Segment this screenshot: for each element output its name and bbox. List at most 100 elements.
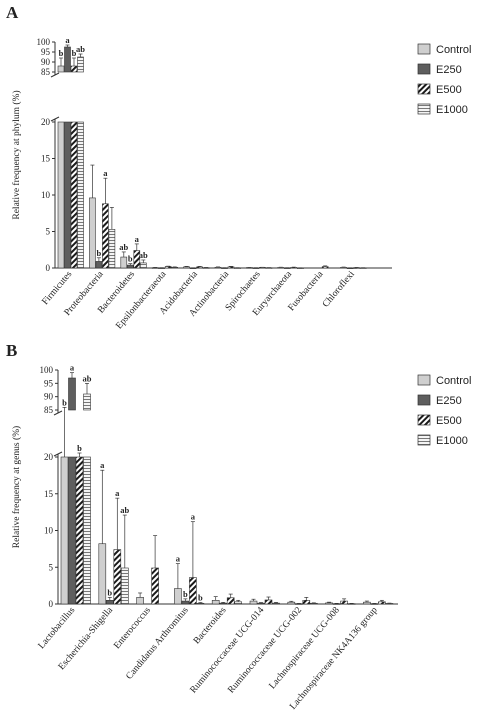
- category-label-enterococcus: Enterococcus: [112, 605, 153, 651]
- bar-e1000: [234, 601, 242, 605]
- significance-letter: a: [100, 460, 105, 470]
- legend-item-control: Control: [417, 43, 471, 56]
- bar-group-chloroflexi: [340, 266, 367, 269]
- bar-e250: [64, 46, 71, 73]
- y-tick-label: 85: [41, 67, 51, 77]
- bar-e1000: [272, 602, 280, 605]
- significance-letter: ab: [139, 250, 148, 260]
- y-tick-label: 10: [41, 190, 51, 200]
- bar-group-spirochaetes: [246, 266, 273, 269]
- y-tick-label: 100: [37, 37, 51, 47]
- significance-letter: a: [115, 488, 120, 498]
- legend-label: Control: [436, 44, 471, 56]
- y-tick-label: 90: [44, 392, 54, 402]
- category-label-chloroflexi: Chloroflexi: [320, 269, 357, 310]
- bar-control: [363, 601, 371, 605]
- bar-e1000-lower: [83, 456, 91, 605]
- bar-control: [57, 65, 65, 73]
- bar-e500: [227, 266, 235, 269]
- y-tick-label: 5: [46, 227, 51, 237]
- legend-label: E500: [436, 415, 462, 427]
- legend-item-e500: E500: [417, 414, 462, 427]
- y-tick-label: 5: [49, 562, 54, 572]
- bar-group-enterococcus: [136, 535, 159, 605]
- panel-b: B 0 5 10 15 20 85 90 95 100 Relative frequency at…: [6, 341, 471, 712]
- significance-letter: b: [77, 443, 82, 453]
- significance-letter: b: [183, 589, 188, 599]
- bar-group-ruminococcaceae-ucg-002: [287, 597, 318, 605]
- legend-item-e250: E250: [417, 63, 462, 76]
- genus-chart: 0 5 10 15 20 85 90 95 100 Relative frequency at g…: [11, 363, 398, 712]
- significance-letter: b: [107, 587, 112, 597]
- significance-letter: ab: [120, 505, 129, 515]
- bar-e250: [106, 600, 114, 605]
- bar-e250: [257, 602, 265, 605]
- bar-e500: [75, 456, 84, 605]
- legend-item-e500: E500: [417, 83, 462, 96]
- bar-e500: [70, 65, 78, 73]
- significance-letter: a: [135, 234, 140, 244]
- significance-letter: b: [62, 397, 67, 407]
- axis-break-mark: [53, 451, 63, 457]
- panel-letter-a: A: [6, 3, 19, 22]
- category-label-ruminococcaceae-ucg-014: Ruminococcaceae UCG-014: [189, 605, 267, 695]
- category-label-candidatus-arthromitus: Candidatus Arthromitus: [125, 605, 191, 681]
- category-label-firmicutes: Firmicutes: [41, 269, 75, 307]
- significance-letter: ab: [119, 242, 128, 252]
- bar-e500: [189, 577, 197, 605]
- legend-label: E1000: [436, 104, 468, 116]
- category-label-lactobacillus: Lactobacillus: [37, 605, 78, 651]
- bar-control: [287, 601, 296, 605]
- bar-e500: [113, 549, 122, 605]
- legend-swatch: [417, 434, 431, 446]
- bar-e500-lower: [70, 121, 78, 269]
- legend-label: E1000: [436, 435, 468, 447]
- y-tick-label: 95: [44, 378, 54, 388]
- bar-e1000: [108, 229, 116, 269]
- bar-control: [60, 456, 69, 605]
- bar-control: [211, 600, 220, 605]
- significance-letter: a: [70, 363, 75, 373]
- bar-e1000: [77, 56, 84, 73]
- significance-letter: b: [59, 48, 64, 58]
- axis-break-mark: [50, 116, 60, 122]
- bar-control: [249, 600, 258, 605]
- category-label-ruminococcaceae-ucg-002: Ruminococcaceae UCG-002: [226, 605, 304, 695]
- bar-e1000: [83, 393, 91, 411]
- category-label-lachnospiraceae-ucg-008: Lachnospiraceae UCG-008: [268, 605, 342, 691]
- bar-e500: [264, 599, 273, 605]
- significance-letter: b: [97, 248, 102, 258]
- y-axis-label: Relative frequency at phylum (%): [11, 90, 22, 219]
- bar-e500: [102, 203, 109, 269]
- bar-e250: [181, 600, 190, 605]
- significance-letter: b: [72, 48, 77, 58]
- bar-control: [120, 256, 128, 269]
- bar-e1000: [385, 603, 394, 605]
- bar-e1000-lower: [77, 121, 84, 269]
- significance-letter: b: [198, 593, 203, 603]
- legend-item-control: Control: [417, 374, 471, 387]
- legend-item-e1000: E1000: [417, 103, 468, 116]
- legend-swatch: [417, 103, 431, 115]
- legend-label: E250: [436, 64, 462, 76]
- bar-group-fusobacteria: [321, 265, 329, 269]
- bar-e1000: [309, 602, 318, 605]
- bar-e250: [68, 377, 76, 411]
- y-tick-label: 95: [41, 47, 51, 57]
- bar-group-euryarchaeota: [277, 266, 304, 269]
- bar-group-acidobacteria: [183, 266, 210, 269]
- bar-group-proteobacteria: ba: [89, 164, 116, 269]
- significance-letter: a: [65, 35, 70, 45]
- bar-e1000: [140, 262, 147, 269]
- bar-e250: [127, 264, 134, 269]
- legend-swatch: [417, 83, 431, 95]
- axis-break-mark: [53, 410, 63, 416]
- legend-item-e1000: E1000: [417, 434, 468, 447]
- axis-break-mark: [50, 72, 60, 78]
- bar-group-actinobacteria: [214, 266, 241, 269]
- legend-swatch: [417, 394, 431, 406]
- bar-e1000: [121, 567, 129, 605]
